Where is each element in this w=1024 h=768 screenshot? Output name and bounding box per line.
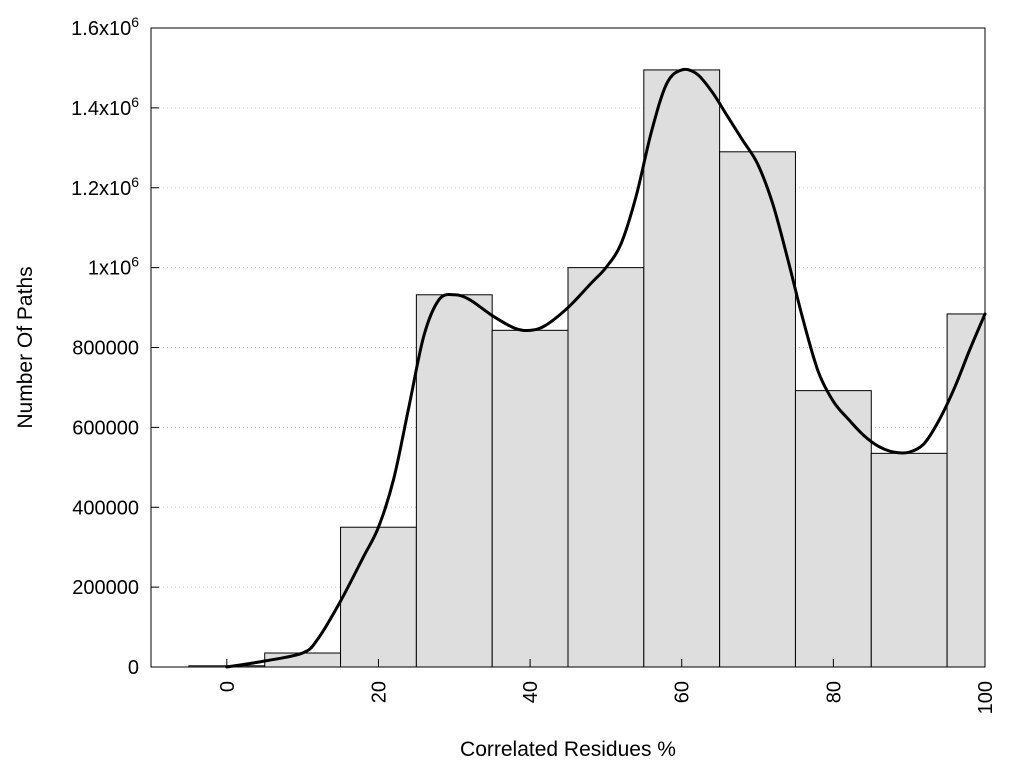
y-axis-title: Number Of Paths <box>14 266 37 428</box>
x-tick-label: 0 <box>217 681 239 692</box>
y-tick-label: 800000 <box>72 338 139 360</box>
x-tick-label: 60 <box>672 681 694 703</box>
histogram-bar <box>719 151 796 668</box>
y-tick-label: 1.2x106 <box>71 174 139 200</box>
y-tick-label: 1.4x106 <box>71 94 139 120</box>
y-axis-ticks: 0 200000 400000 600000 800000 1x106 1.2x106 1.4… <box>71 14 159 679</box>
histogram-bar <box>870 452 948 668</box>
curve-line <box>225 67 987 669</box>
histogram-bar <box>491 329 569 668</box>
histogram-bar <box>567 267 645 668</box>
y-tick-label: 0 <box>128 657 139 679</box>
y-tick-label: 400000 <box>72 497 139 519</box>
histogram-bar <box>415 294 493 668</box>
y-tick-label: 1.6x106 <box>71 14 139 40</box>
x-tick-label: 80 <box>823 681 845 703</box>
y-tick-label: 200000 <box>72 577 139 599</box>
histogram-bar <box>946 313 986 668</box>
smoothed-curve <box>225 67 987 669</box>
histogram-bar <box>643 69 721 668</box>
x-axis-title: Correlated Residues % <box>460 738 676 761</box>
y-tick-label: 600000 <box>72 417 139 439</box>
x-tick-label: 20 <box>368 681 390 703</box>
x-tick-label: 40 <box>520 681 542 703</box>
y-tick-label: 1x106 <box>88 254 139 280</box>
histogram-bars <box>188 69 986 668</box>
x-tick-label: 100 <box>975 681 997 714</box>
histogram-bar <box>340 526 417 668</box>
x-axis-ticks: 0 20 40 60 80 100 <box>217 659 997 714</box>
